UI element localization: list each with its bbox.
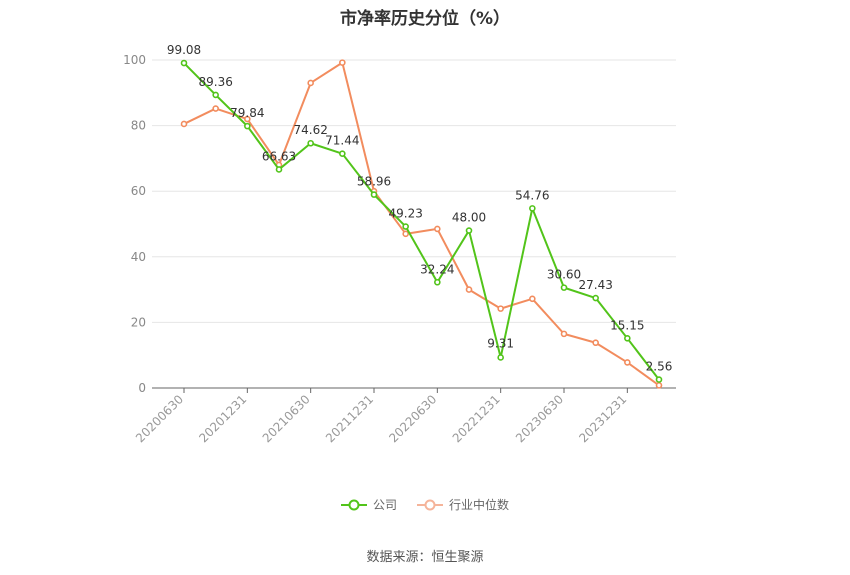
y-tick-label: 60 <box>131 184 146 198</box>
company-point <box>624 335 631 342</box>
x-tick-label: 20211231 <box>323 392 376 445</box>
data-label: 2.56 <box>646 360 673 374</box>
grid-lines <box>152 59 676 323</box>
company-point <box>180 59 188 67</box>
data-label: 79.84 <box>230 106 264 120</box>
industry-median-line <box>183 61 660 387</box>
company-point <box>655 376 663 383</box>
axes: 0 20 40 60 80 100 20200630 20201231 20210630 2021… <box>123 53 676 445</box>
industry-median-point <box>497 305 504 312</box>
legend-company-marker <box>340 499 367 510</box>
legend-item-company[interactable]: 公司 <box>340 496 397 513</box>
data-label: 89.36 <box>198 75 232 89</box>
legend-company-label: 公司 <box>372 498 397 512</box>
data-label: 66.63 <box>262 149 296 163</box>
data-label: 74.62 <box>293 123 327 137</box>
company-point <box>529 205 536 212</box>
data-label: 49.23 <box>388 207 422 221</box>
data-label: 48.00 <box>452 211 486 225</box>
data-label: 54.76 <box>515 188 549 202</box>
company-point <box>465 227 473 234</box>
industry-median-point <box>592 339 599 347</box>
x-tick-label: 20220630 <box>386 392 439 445</box>
x-tick-label: 20200630 <box>133 392 186 445</box>
data-label: 15.15 <box>610 318 644 332</box>
series-lines <box>180 59 663 389</box>
y-tick-label: 80 <box>131 119 146 133</box>
company-point <box>592 294 599 302</box>
y-tick-label: 100 <box>123 53 146 67</box>
industry-median-point <box>402 230 409 238</box>
chart-title: 市净率历史分位（%） <box>339 9 511 29</box>
data-label: 71.44 <box>325 134 359 148</box>
industry-median-point <box>244 115 251 123</box>
company-point <box>560 284 568 291</box>
y-tick-label: 40 <box>131 250 146 264</box>
company-point <box>275 166 283 173</box>
industry-median-point <box>655 382 663 389</box>
y-tick-label: 20 <box>131 315 146 329</box>
company-line <box>183 62 660 381</box>
data-label: 58.96 <box>357 175 391 189</box>
data-source: 数据来源：恒生聚源 <box>366 550 484 565</box>
industry-median-point <box>212 105 219 112</box>
company-point <box>307 139 314 147</box>
industry-median-point <box>307 79 314 87</box>
x-tick-label: 20230630 <box>513 392 566 445</box>
company-point <box>497 354 504 361</box>
legend-industry-marker <box>417 499 443 510</box>
legend-item-industry-median[interactable]: 行业中位数 <box>417 496 509 513</box>
legend: 公司 行业中位数 <box>0 496 850 513</box>
y-tick-label: 0 <box>138 381 146 395</box>
industry-median-point <box>624 359 631 366</box>
company-point <box>244 122 251 130</box>
industry-median-point <box>529 295 536 303</box>
company-point <box>434 278 441 286</box>
data-label: 30.60 <box>547 268 581 282</box>
legend-industry-label: 行业中位数 <box>449 498 510 512</box>
data-label: 99.08 <box>167 43 201 57</box>
industry-median-point <box>560 330 568 338</box>
data-label: 9.31 <box>487 336 514 350</box>
industry-median-point <box>434 225 441 233</box>
x-tick-label: 20210630 <box>260 392 313 445</box>
company-point <box>212 91 219 99</box>
data-label: 32.24 <box>420 262 454 276</box>
industry-median-point <box>180 120 188 128</box>
data-label: 27.43 <box>578 278 612 292</box>
company-point <box>370 191 378 198</box>
company-point <box>339 150 346 157</box>
industry-median-point <box>465 286 473 293</box>
x-tick-label: 20221231 <box>450 392 503 445</box>
industry-median-point <box>339 59 346 66</box>
x-tick-label: 20231231 <box>576 392 629 445</box>
x-tick-label: 20201231 <box>196 392 249 445</box>
company-point <box>402 223 409 230</box>
